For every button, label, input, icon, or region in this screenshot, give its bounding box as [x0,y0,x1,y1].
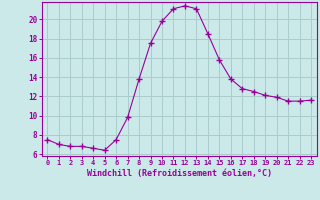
X-axis label: Windchill (Refroidissement éolien,°C): Windchill (Refroidissement éolien,°C) [87,169,272,178]
